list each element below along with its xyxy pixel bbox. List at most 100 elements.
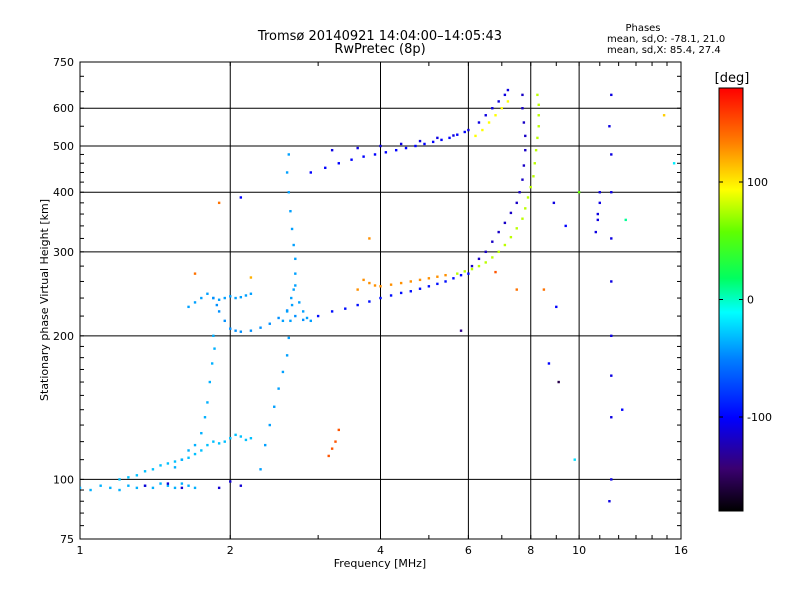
- x-tick-label: 1: [77, 544, 84, 557]
- data-point: [268, 423, 271, 427]
- data-point: [436, 282, 439, 286]
- data-point: [610, 191, 613, 194]
- data-point: [598, 201, 601, 205]
- data-point: [456, 133, 459, 136]
- data-point: [491, 256, 494, 259]
- data-point: [459, 273, 463, 277]
- data-point: [557, 380, 560, 384]
- data-point: [292, 243, 295, 247]
- data-point: [206, 292, 209, 295]
- data-point: [305, 316, 309, 320]
- data-point: [287, 336, 290, 340]
- data-point: [452, 134, 455, 137]
- data-point: [431, 140, 435, 144]
- data-point: [99, 484, 102, 487]
- data-point: [215, 303, 219, 307]
- data-point: [503, 243, 507, 247]
- data-point: [524, 134, 527, 138]
- x-tick-label: 2: [227, 544, 234, 557]
- data-point: [285, 354, 289, 357]
- data-point: [534, 148, 538, 152]
- data-point: [298, 301, 301, 304]
- data-point: [277, 316, 280, 320]
- data-point: [418, 278, 422, 282]
- data-point: [287, 191, 290, 194]
- data-point: [212, 334, 215, 338]
- data-point: [289, 319, 292, 323]
- phases-line-x: mean, sd,X: 85.4, 27.4: [607, 45, 721, 56]
- data-point: [521, 217, 524, 220]
- data-point: [259, 468, 262, 471]
- data-point: [229, 327, 232, 330]
- data-point: [180, 486, 184, 490]
- data-point: [500, 107, 504, 110]
- data-point: [362, 155, 365, 158]
- y-tick-label: 400: [53, 186, 74, 199]
- data-point: [368, 281, 371, 285]
- data-point: [301, 310, 305, 313]
- data-point: [159, 482, 162, 485]
- data-point: [244, 438, 248, 442]
- data-point: [294, 284, 297, 287]
- data-point: [467, 272, 470, 275]
- data-point: [521, 107, 524, 110]
- x-axis-label: Frequency [MHz]: [334, 557, 426, 570]
- data-point: [249, 276, 253, 279]
- data-point: [173, 486, 177, 490]
- data-point: [193, 486, 197, 490]
- data-point: [610, 416, 613, 419]
- data-point: [356, 146, 359, 150]
- data-point: [89, 488, 92, 492]
- data-point: [484, 114, 487, 117]
- data-point: [344, 307, 347, 310]
- chart-title: Tromsø 20140921 14:04:00–14:05:43: [257, 29, 502, 44]
- data-point: [526, 196, 530, 199]
- data-point: [151, 468, 155, 471]
- data-point: [127, 476, 130, 479]
- data-point: [290, 227, 294, 231]
- data-point: [427, 285, 431, 288]
- data-point: [289, 209, 292, 213]
- data-point: [463, 130, 466, 134]
- data-point: [324, 166, 327, 170]
- phases-line-o: mean, sd,O: -78.1, 21.0: [607, 34, 725, 45]
- plot-area: 1 2 4 6 8 10 16 75 100 200 300 400 500 600 750: [53, 56, 688, 557]
- data-point: [444, 273, 447, 277]
- data-point: [143, 470, 147, 473]
- data-point: [330, 447, 334, 450]
- colorbar-label: [deg]: [715, 71, 750, 86]
- data-point: [210, 362, 214, 365]
- colorbar-tick-label: 100: [747, 176, 768, 189]
- data-point: [350, 158, 353, 161]
- data-point: [229, 480, 232, 483]
- data-point: [292, 288, 295, 291]
- data-point: [573, 458, 576, 461]
- data-point: [294, 257, 297, 261]
- data-point: [610, 478, 613, 481]
- data-point: [610, 153, 613, 156]
- data-point: [384, 151, 388, 154]
- data-point: [394, 148, 398, 152]
- data-point: [135, 486, 139, 490]
- data-point: [373, 153, 377, 156]
- data-point: [217, 442, 221, 445]
- data-point: [193, 452, 197, 456]
- data-point: [301, 318, 305, 322]
- data-point: [316, 314, 320, 318]
- data-point: [259, 326, 262, 329]
- data-point: [379, 285, 382, 288]
- data-point: [522, 164, 526, 167]
- data-point: [294, 272, 297, 275]
- colorbar-tick-label: -100: [747, 411, 772, 424]
- data-point: [239, 295, 243, 299]
- data-point: [418, 287, 422, 290]
- data-point: [187, 449, 190, 452]
- data-point: [80, 486, 82, 490]
- data-point: [309, 171, 312, 174]
- data-point: [608, 125, 611, 128]
- data-point: [285, 171, 289, 174]
- data-point: [399, 142, 403, 146]
- data-point: [234, 296, 237, 300]
- data-point: [217, 298, 221, 301]
- data-point: [118, 478, 121, 481]
